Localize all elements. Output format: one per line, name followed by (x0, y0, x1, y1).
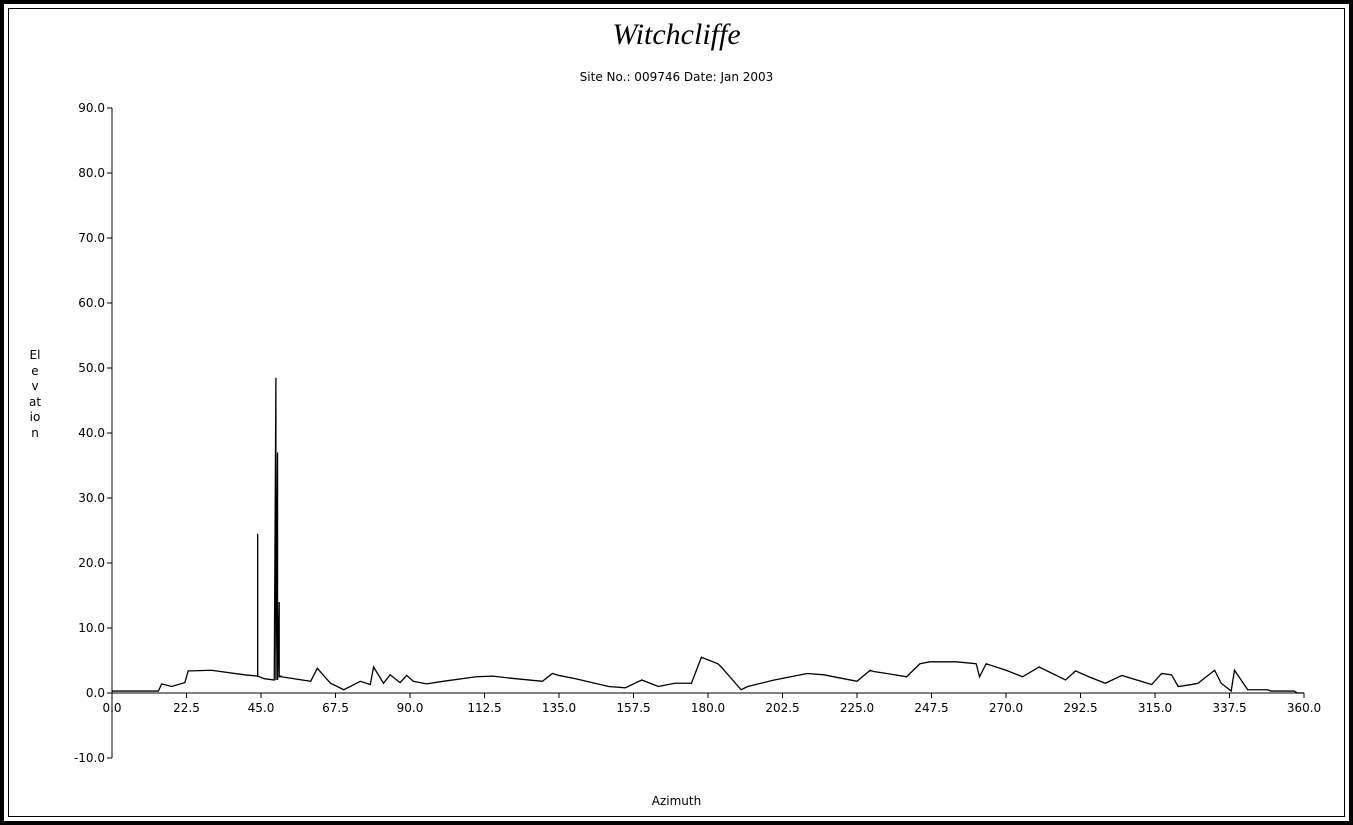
x-tick-label: 247.5 (914, 701, 948, 715)
chart-subtitle: Site No.: 009746 Date: Jan 2003 (579, 70, 774, 84)
x-tick-label: 180.0 (691, 701, 725, 715)
x-tick-label: 22.5 (173, 701, 200, 715)
y-axis-label: Elevation (28, 348, 42, 440)
x-tick-label: 315.0 (1138, 701, 1172, 715)
y-tick-label: 50.0 (78, 361, 105, 375)
y-tick-label: 90.0 (78, 101, 105, 115)
elevation-series-line (112, 377, 1304, 694)
y-tick-label: 0.0 (86, 686, 105, 700)
x-tick-label: 0.0 (102, 701, 121, 715)
x-tick-label: 90.0 (397, 701, 424, 715)
y-tick-label: 10.0 (78, 621, 105, 635)
y-tick-label: 70.0 (78, 231, 105, 245)
x-tick-label: 157.5 (616, 701, 650, 715)
x-tick-label: 67.5 (322, 701, 349, 715)
x-tick-label: 202.5 (765, 701, 799, 715)
y-tick-label: -10.0 (74, 751, 105, 765)
x-tick-label: 292.5 (1063, 701, 1097, 715)
chart-inner-frame (8, 8, 1345, 817)
x-tick-label: 225.0 (840, 701, 874, 715)
chart-title: Witchcliffe (612, 18, 741, 51)
y-tick-label: 40.0 (78, 426, 105, 440)
y-tick-label: 20.0 (78, 556, 105, 570)
y-tick-label: 60.0 (78, 296, 105, 310)
x-tick-label: 45.0 (248, 701, 275, 715)
x-tick-label: 270.0 (989, 701, 1023, 715)
x-tick-label: 360.0 (1287, 701, 1321, 715)
x-ticks-group: 0.0 22.5 45.0 67.5 90.0 112.5 135.0 157.5 180.0 2… (102, 693, 1321, 715)
x-tick-label: 112.5 (467, 701, 501, 715)
y-tick-label: 30.0 (78, 491, 105, 505)
x-axis-label: Azimuth (651, 794, 702, 808)
x-tick-label: 135.0 (542, 701, 576, 715)
y-ticks-group: 90.0 80.0 70.0 60.0 50.0 40.0 30.0 20.0 10.0 0.0 -… (74, 101, 112, 765)
series-group (111, 377, 1305, 694)
y-tick-label: 80.0 (78, 166, 105, 180)
x-tick-label: 337.5 (1212, 701, 1246, 715)
